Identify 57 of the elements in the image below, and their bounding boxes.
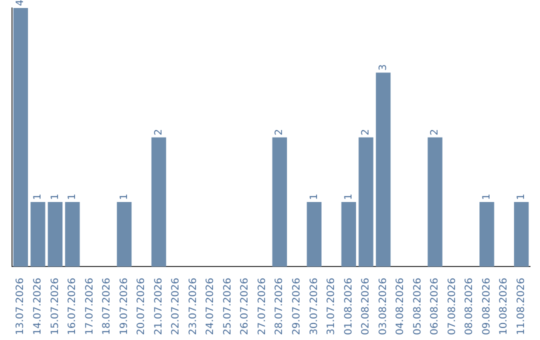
bar — [272, 137, 287, 267]
bar — [358, 137, 374, 267]
data-label: 2 — [274, 128, 286, 136]
data-label: 2 — [360, 128, 372, 136]
x-tick-label: 31.07.2026 — [326, 278, 338, 336]
data-label: 2 — [153, 128, 164, 136]
data-label: 1 — [118, 194, 130, 200]
data-label: 4 — [15, 0, 26, 6]
data-label: 1 — [50, 194, 61, 200]
bar — [151, 137, 166, 267]
data-label: 3 — [378, 64, 389, 71]
x-tick-label: 17.07.2026 — [84, 278, 96, 336]
x-tick-label: 16.07.2026 — [67, 278, 78, 336]
x-tick-label: 04.08.2026 — [395, 278, 406, 336]
bar — [48, 202, 63, 267]
x-tick-label: 18.07.2026 — [102, 278, 113, 336]
x-tick-label: 05.08.2026 — [412, 278, 424, 336]
x-tick-label: 28.07.2026 — [274, 278, 286, 336]
x-tick-label: 07.08.2026 — [446, 278, 458, 336]
x-tick-label: 29.07.2026 — [291, 278, 302, 336]
x-tick-label: 01.08.2026 — [343, 278, 354, 336]
data-label: 2 — [430, 128, 441, 136]
x-tick-label: 15.07.2026 — [50, 278, 61, 336]
x-tick-label: 30.07.2026 — [308, 278, 320, 336]
x-tick-label: 08.08.2026 — [464, 278, 476, 336]
x-tick-label: 19.07.2026 — [118, 278, 130, 336]
x-tick-label: 23.07.2026 — [188, 278, 199, 336]
x-tick-label: 02.08.2026 — [360, 278, 372, 336]
x-tick-label: 22.07.2026 — [170, 278, 182, 336]
bar — [65, 202, 80, 267]
data-label: 1 — [67, 194, 78, 200]
x-tick-label: 20.07.2026 — [136, 278, 148, 336]
data-label: 1 — [481, 194, 492, 200]
x-tick-label: 14.07.2026 — [32, 278, 44, 336]
x-tick-label: 27.07.2026 — [256, 278, 268, 336]
bar — [428, 137, 442, 267]
bar — [116, 202, 132, 267]
bar — [479, 202, 494, 267]
x-tick-label: 10.08.2026 — [498, 278, 510, 336]
x-tick-label: 26.07.2026 — [240, 278, 251, 336]
data-label: 1 — [343, 194, 354, 200]
x-tick-label: 24.07.2026 — [205, 278, 216, 336]
x-tick-label: 06.08.2026 — [430, 278, 441, 336]
data-label: 1 — [308, 194, 320, 200]
x-tick-label: 21.07.2026 — [153, 278, 164, 336]
x-tick-label: 13.07.2026 — [15, 278, 26, 336]
bar — [341, 202, 356, 267]
x-tick-label: 25.07.2026 — [222, 278, 234, 336]
bar — [376, 72, 391, 267]
data-label: 1 — [32, 194, 44, 200]
bar — [306, 202, 322, 267]
x-tick-label: 09.08.2026 — [481, 278, 492, 336]
x-tick-label: 03.08.2026 — [378, 278, 389, 336]
data-label: 1 — [516, 194, 527, 200]
bar — [30, 202, 46, 267]
x-tick-label: 11.08.2026 — [516, 278, 527, 336]
bar — [514, 202, 529, 267]
